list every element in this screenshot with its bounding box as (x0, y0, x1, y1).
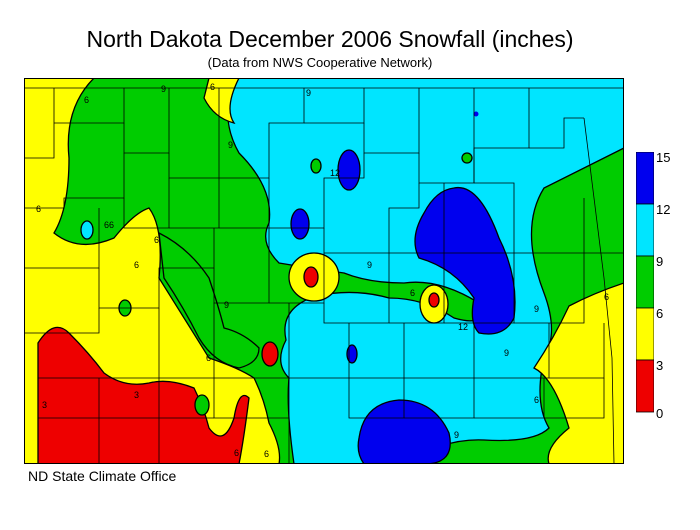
legend-label-12: 12 (656, 202, 671, 217)
region-12-15-dot (473, 111, 479, 117)
contour-label: 6 (154, 235, 159, 245)
region-12-15-south (357, 399, 451, 464)
region-12-15-spot-3 (346, 344, 358, 364)
legend-label-9: 9 (656, 254, 664, 269)
contour-labels: 6 9 6 9 6 9 12 6 9 6 9 6 3 6 6 9 12 6 9 … (36, 82, 609, 459)
contour-label: 6 (134, 260, 139, 270)
contour-label: 6 (234, 448, 239, 458)
legend-swatch-12-15 (636, 152, 654, 205)
contour-label: 6 (210, 82, 215, 92)
contour-label: 9 (228, 140, 233, 150)
contour-label: 9 (367, 260, 372, 270)
region-3-6-southeast (533, 282, 624, 464)
legend-label-3: 3 (656, 358, 664, 373)
contour-label: 9 (504, 348, 509, 358)
legend-swatch-6-9 (636, 255, 654, 309)
contour-label: 6 (36, 204, 41, 214)
region-6-9-spot-2 (194, 394, 210, 416)
legend-swatch-0-3 (636, 359, 654, 413)
region-9-12-spot-1 (80, 220, 94, 240)
snowfall-contour-map: 6 9 6 9 6 9 12 6 9 6 9 6 3 6 6 9 12 6 9 … (24, 78, 624, 464)
contour-label: 9 (534, 304, 539, 314)
contour-label: 6 (264, 449, 269, 459)
region-6-9-west-inner (158, 231, 260, 369)
map-title: North Dakota December 2006 Snowfall (inc… (86, 26, 574, 52)
legend-swatch-9-12 (636, 203, 654, 257)
contour-label: 6 (534, 395, 539, 405)
contour-label: 3 (134, 390, 139, 400)
contour-label: 9 (224, 300, 229, 310)
county-boundaries (24, 87, 624, 464)
contour-label: 3 (42, 400, 47, 410)
contour-label: 6 (604, 292, 609, 302)
contour-label: 6 (104, 220, 109, 230)
contour-label: 9 (306, 88, 311, 98)
contour-label: 6 (84, 95, 89, 105)
region-0-3-center-spot (303, 266, 319, 288)
contour-label: 6 (410, 288, 415, 298)
region-12-15-spot-2 (290, 208, 310, 240)
region-6-9-spot-4 (461, 152, 473, 164)
map-frame (24, 78, 624, 464)
map-subtitle: (Data from NWS Cooperative Network) (207, 55, 433, 70)
region-3-6-north (203, 78, 240, 125)
contour-label: 9 (454, 430, 459, 440)
legend-label-0: 0 (656, 406, 664, 421)
contour-label: 12 (458, 322, 468, 332)
region-0-3-east-spot (428, 292, 440, 308)
color-legend (636, 152, 654, 413)
contour-label: 9 (161, 84, 166, 94)
source-credit: ND State Climate Office (28, 468, 177, 484)
region-9-12-inches (226, 78, 624, 464)
region-0-3-southwest (37, 326, 250, 464)
region-6-9-spot-3 (310, 158, 322, 174)
legend-label-6: 6 (656, 306, 664, 321)
contour-label: 6 (109, 220, 114, 230)
region-12-15-spot-1 (337, 149, 361, 191)
contour-label: 12 (330, 168, 340, 178)
legend-swatch-3-6 (636, 307, 654, 361)
region-0-3-south-spot (261, 341, 279, 367)
contour-label: 6 (206, 353, 211, 363)
legend-label-15: 15 (656, 150, 671, 165)
